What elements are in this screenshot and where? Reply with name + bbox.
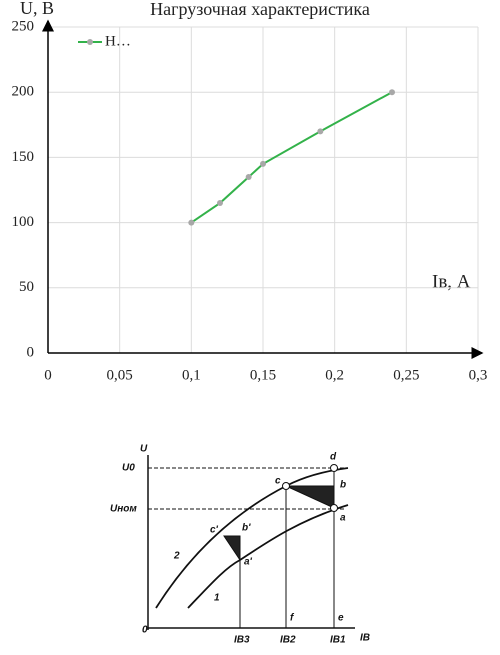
x-tick-label: 0,05 — [107, 367, 133, 383]
line — [190, 91, 393, 224]
label: c' — [210, 525, 219, 536]
label: f — [290, 613, 295, 624]
y-tick-label: 250 — [12, 18, 35, 34]
diagram: U U0 Uном 0 d c b a c' b' a' 2 1 IB3 IB2… — [110, 444, 370, 646]
x-tick-label: 0,2 — [325, 367, 344, 383]
marker — [260, 160, 266, 167]
point — [330, 464, 338, 472]
label: IB — [360, 633, 370, 644]
y-tick-label: 150 — [12, 149, 35, 165]
marker — [389, 89, 395, 96]
point — [330, 504, 338, 512]
marker — [217, 200, 223, 207]
marker — [317, 128, 324, 135]
x-tick-label: 0 — [44, 367, 52, 383]
legend-label: Н… — [105, 33, 131, 49]
x-tick-label: 0,15 — [250, 367, 276, 383]
label: 0 — [142, 625, 148, 636]
y-axis-label: U, В — [20, 0, 54, 18]
chart-title: Нагрузочная характеристика — [150, 0, 370, 19]
curve — [187, 504, 349, 609]
triangle — [223, 535, 241, 562]
y-tick-label: 0 — [27, 344, 35, 360]
label: b — [340, 480, 346, 491]
marker — [188, 219, 195, 226]
triangle — [285, 485, 335, 509]
label: IB1 — [330, 635, 346, 646]
label: IB3 — [234, 635, 250, 646]
point — [282, 482, 290, 490]
marker — [245, 173, 252, 180]
label: b' — [242, 523, 251, 534]
y-tick-label: 100 — [12, 214, 35, 230]
label: c — [275, 476, 281, 487]
x-tick-label: 0,3 — [469, 367, 488, 383]
y-tick-label: 200 — [12, 84, 35, 100]
label: a' — [244, 557, 253, 568]
label: e — [338, 613, 344, 624]
x-tick-label: 0,25 — [393, 367, 419, 383]
x-axis-label: Iв, А — [432, 271, 471, 292]
label: U — [140, 444, 148, 455]
label: Uном — [110, 504, 137, 515]
label: a — [340, 513, 346, 524]
x-tick-label: 0,1 — [182, 367, 201, 383]
legend-marker — [87, 39, 93, 45]
label: 2 — [173, 551, 180, 562]
label: U0 — [122, 463, 135, 474]
label: IB2 — [280, 635, 296, 646]
curve — [155, 467, 349, 609]
label: d — [330, 452, 337, 463]
plot: 0 50 100 150 200 250 0 0,05 0,1 0,15 0,2 0,25 0,3 Н… — [12, 18, 488, 383]
y-tick-label: 50 — [19, 279, 34, 295]
label: 1 — [214, 593, 220, 604]
